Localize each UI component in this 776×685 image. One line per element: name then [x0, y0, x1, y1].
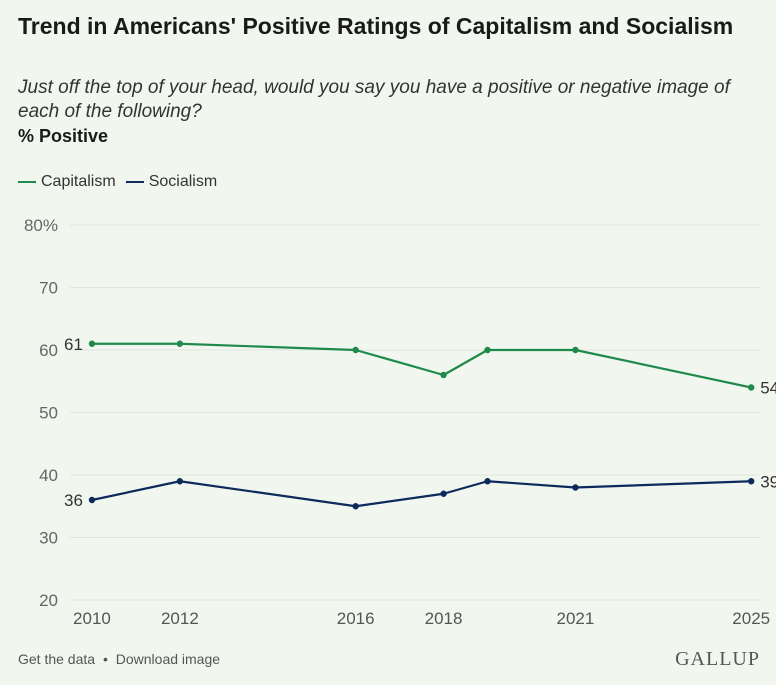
data-point-capitalism-2025: [748, 384, 755, 391]
gallup-logo: GALLUP: [675, 648, 760, 670]
data-point-capitalism-2012: [176, 340, 184, 347]
data-point-capitalism-2016: [352, 346, 359, 354]
y-tick-label-70: 70: [39, 279, 58, 298]
data-point-socialism-2018: [440, 490, 447, 497]
series-line-socialism: [91, 480, 752, 508]
data-label-socialism-2010: 36: [64, 491, 83, 510]
y-tick-label-20: 20: [39, 591, 58, 610]
data-label-capitalism-2025: 54: [760, 379, 776, 398]
legend-label-socialism: Socialism: [148, 173, 218, 190]
footer-links: Get the data • Download image: [18, 651, 220, 667]
data-point-capitalism-2021: [572, 346, 579, 354]
x-tick-label-2018: 2018: [425, 609, 463, 628]
x-tick-label-2010: 2010: [73, 609, 111, 628]
y-tick-label-80: 80%: [24, 216, 58, 235]
data-label-socialism-2025: 39: [760, 472, 776, 491]
x-tick-label-2025: 2025: [732, 609, 770, 628]
legend-swatch-socialism: [125, 181, 144, 183]
y-tick-label-50: 50: [39, 404, 58, 423]
get-data-link[interactable]: Get the data: [18, 651, 96, 667]
x-tick-label-2021: 2021: [556, 609, 594, 628]
chart-title: Trend in Americans' Positive Ratings of …: [18, 13, 734, 39]
data-point-socialism-2010: [88, 496, 96, 504]
data-point-socialism-2016: [352, 503, 359, 510]
data-point-capitalism-2019: [484, 346, 491, 354]
data-point-capitalism-2018: [440, 371, 447, 379]
data-label-capitalism-2010: 61: [64, 335, 83, 354]
legend: Capitalism Socialism: [18, 173, 227, 191]
data-point-socialism-2012: [176, 478, 184, 485]
legend-label-capitalism: Capitalism: [41, 173, 116, 190]
legend-item-socialism: Socialism: [125, 173, 218, 191]
y-tick-label-40: 40: [39, 466, 58, 485]
chart-subtitle: Just off the top of your head, would you…: [18, 77, 730, 122]
x-tick-label-2012: 2012: [161, 609, 199, 628]
footer-separator: •: [102, 651, 108, 667]
data-point-socialism-2019: [484, 478, 491, 485]
data-point-socialism-2021: [572, 484, 579, 491]
y-tick-label-60: 60: [39, 341, 58, 360]
download-image-link[interactable]: Download image: [115, 651, 221, 667]
x-tick-label-2016: 2016: [337, 609, 375, 628]
data-point-socialism-2025: [748, 478, 755, 485]
unit-label: % Positive: [18, 126, 109, 146]
legend-swatch-capitalism: [18, 181, 36, 183]
y-tick-label-30: 30: [39, 529, 58, 548]
legend-item-capitalism: Capitalism: [18, 173, 116, 191]
data-point-capitalism-2010: [88, 340, 96, 347]
